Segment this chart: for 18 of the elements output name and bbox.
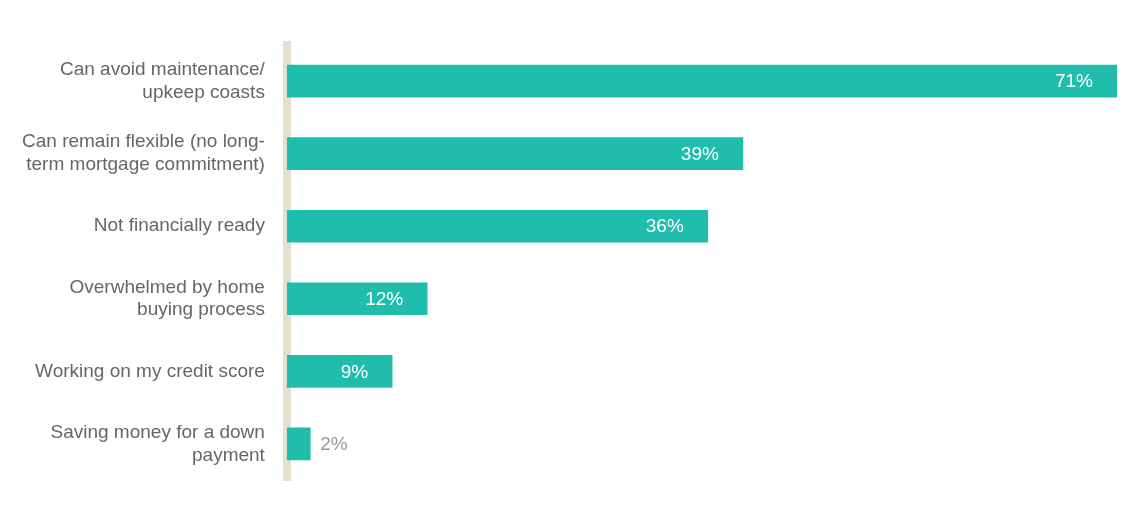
bar [286,355,393,388]
y-tick-label: Overwhelmed by home buying process [69,275,265,320]
y-tick-label: Working on my credit score [35,359,265,381]
bar [286,282,428,316]
bar [286,64,1117,98]
data-label: 12% [365,288,404,310]
y-tick-label: Can remain flexible (no long-term mortgage commitment) [21,130,265,175]
y-tick-label: Can avoid maintenance/ upkeep coasts [59,57,266,102]
bar [286,427,311,461]
data-label: 39% [680,142,719,164]
data-label: 2% [320,433,348,455]
data-label: 9% [340,360,369,382]
y-tick-label: Saving money for a down payment [50,420,266,465]
data-label: 36% [645,215,684,237]
y-tick-label: Not financially ready [93,214,266,236]
bar [286,209,709,243]
bar [286,137,744,170]
data-label: 71% [1054,70,1094,92]
